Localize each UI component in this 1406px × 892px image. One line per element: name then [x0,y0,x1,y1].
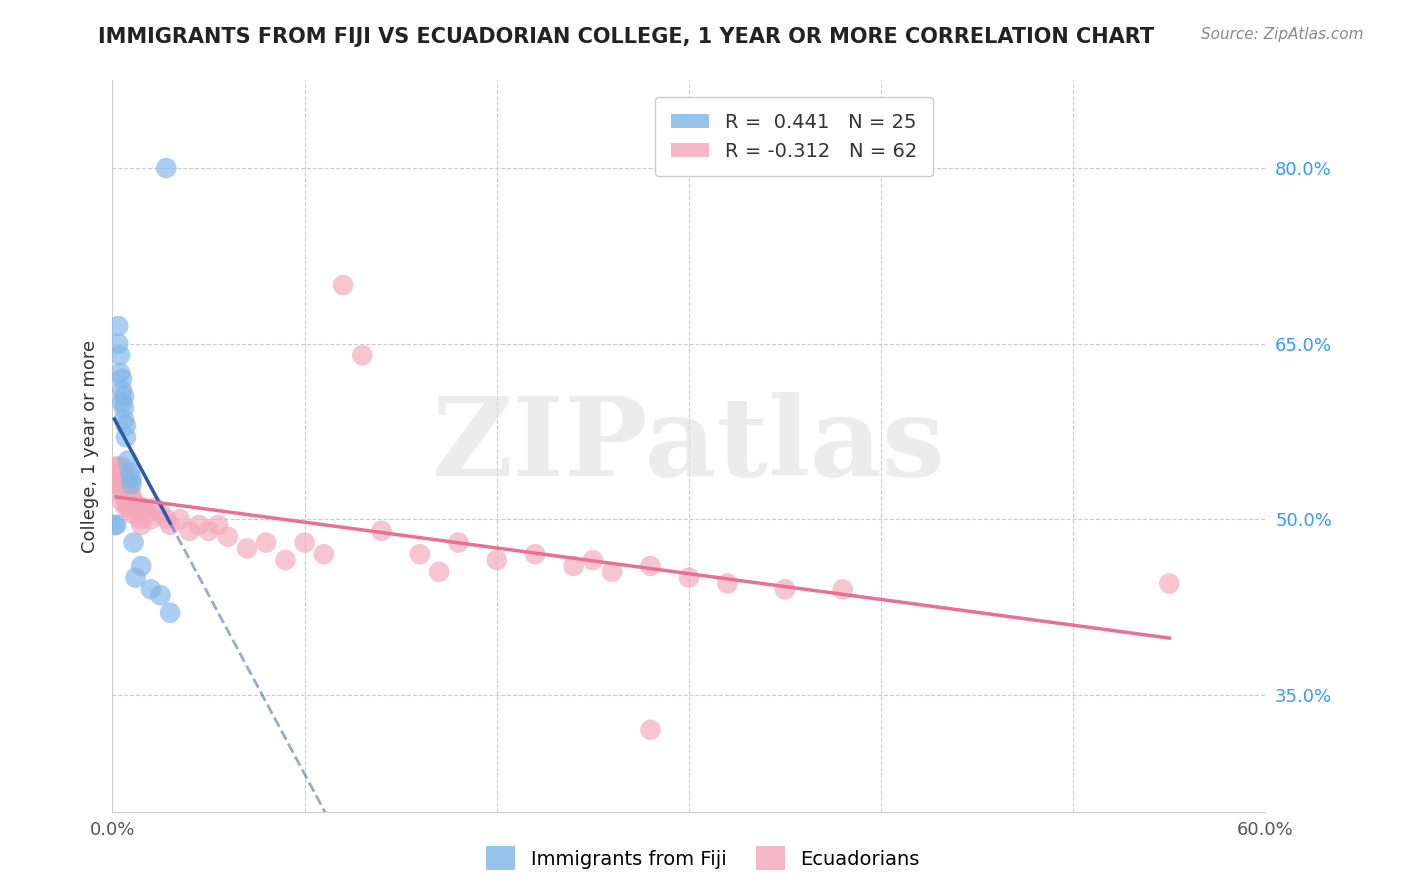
Text: IMMIGRANTS FROM FIJI VS ECUADORIAN COLLEGE, 1 YEAR OR MORE CORRELATION CHART: IMMIGRANTS FROM FIJI VS ECUADORIAN COLLE… [98,27,1154,46]
Point [121,477,143,491]
Point [111,384,134,398]
Point [107,459,129,474]
Legend: R =  0.441   N = 25, R = -0.312   N = 62: R = 0.441 N = 25, R = -0.312 N = 62 [655,97,932,176]
Point [105,459,128,474]
Point [111,459,134,474]
Point [103,518,125,533]
Point [1159,576,1181,591]
Point [129,500,153,515]
Point [108,366,131,380]
Point [600,565,623,579]
Point [107,336,129,351]
Point [143,500,166,515]
Point [562,558,585,573]
Point [112,401,135,415]
Point [640,558,662,573]
Point [149,588,172,602]
Point [117,500,139,515]
Point [121,471,143,485]
Point [169,512,191,526]
Point [524,547,547,561]
Point [115,500,138,515]
Point [108,466,131,480]
Point [124,500,146,515]
Point [117,477,139,491]
Y-axis label: College, 1 year or more: College, 1 year or more [80,340,98,552]
Point [294,535,316,549]
Point [254,535,277,549]
Point [115,489,138,503]
Point [105,477,128,491]
Point [159,518,181,533]
Point [159,606,181,620]
Point [112,489,135,503]
Point [831,582,853,597]
Point [107,319,129,334]
Point [118,483,141,497]
Point [149,506,172,520]
Point [112,466,135,480]
Point [107,477,129,491]
Point [716,576,738,591]
Point [207,518,229,533]
Point [108,348,131,362]
Point [155,161,177,175]
Point [773,582,796,597]
Point [352,348,374,362]
Point [129,558,153,573]
Text: ZIPatlas: ZIPatlas [432,392,946,500]
Point [640,723,662,737]
Point [139,582,162,597]
Point [105,518,128,533]
Point [118,466,141,480]
Point [122,535,145,549]
Point [127,506,149,520]
Point [111,477,134,491]
Point [188,518,211,533]
Point [197,524,219,538]
Point [111,372,134,386]
Point [179,524,201,538]
Point [111,395,134,409]
Point [155,512,177,526]
Point [112,389,135,403]
Point [447,535,470,549]
Point [132,500,155,515]
Point [121,506,143,520]
Point [112,412,135,426]
Point [678,571,700,585]
Point [121,489,143,503]
Point [136,506,159,520]
Point [370,524,392,538]
Point [124,571,146,585]
Point [409,547,432,561]
Point [122,494,145,508]
Point [582,553,605,567]
Point [117,453,139,467]
Point [108,483,131,497]
Point [115,430,138,444]
Point [129,518,153,533]
Point [485,553,508,567]
Point [236,541,259,556]
Point [115,418,138,433]
Point [274,553,297,567]
Point [118,500,141,515]
Text: Source: ZipAtlas.com: Source: ZipAtlas.com [1201,27,1364,42]
Legend: Immigrants from Fiji, Ecuadorians: Immigrants from Fiji, Ecuadorians [478,838,928,878]
Point [139,512,162,526]
Point [312,547,335,561]
Point [217,530,239,544]
Point [115,471,138,485]
Point [332,278,354,293]
Point [111,494,134,508]
Point [427,565,450,579]
Point [128,512,150,526]
